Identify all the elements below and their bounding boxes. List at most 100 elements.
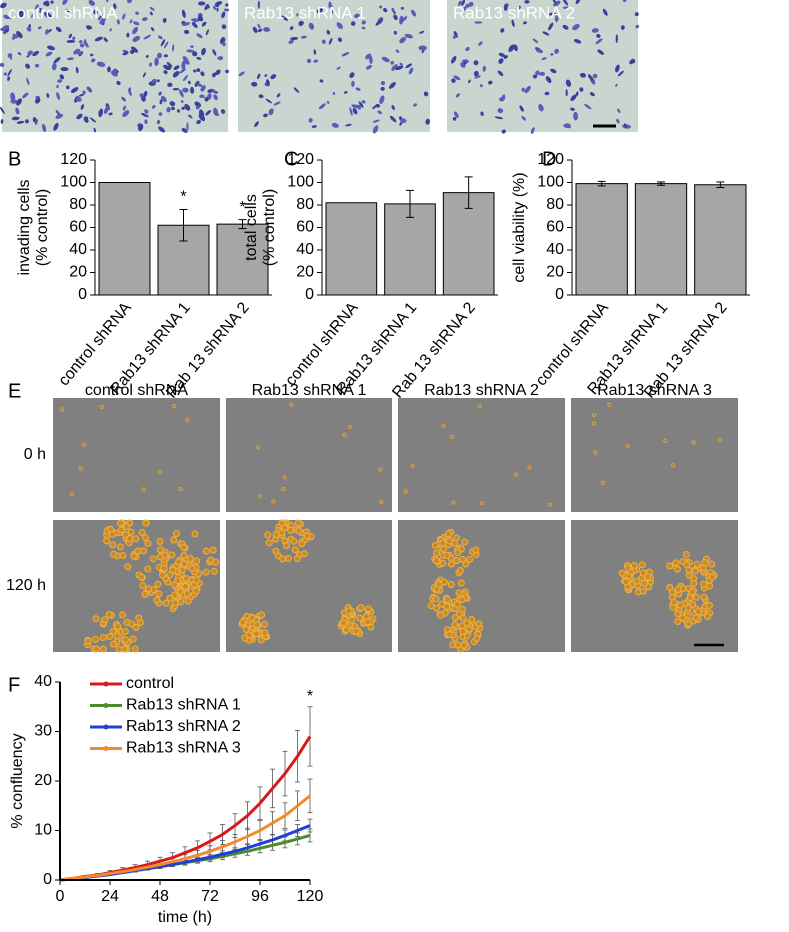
cell bbox=[550, 53, 554, 56]
cell bbox=[265, 98, 273, 104]
x-tick-label: 24 bbox=[101, 888, 119, 905]
bar bbox=[442, 192, 495, 296]
cell bbox=[183, 29, 190, 35]
y-tick-label: 120 bbox=[537, 151, 564, 168]
cell bbox=[468, 1, 474, 7]
cell bbox=[444, 530, 452, 538]
y-tick-label: 120 bbox=[60, 151, 87, 168]
cell bbox=[179, 89, 184, 98]
cell bbox=[676, 601, 684, 609]
cell bbox=[459, 627, 467, 635]
cell bbox=[135, 614, 143, 622]
cell bbox=[69, 491, 75, 497]
cell bbox=[86, 86, 93, 93]
cell bbox=[163, 70, 168, 75]
cell bbox=[355, 87, 361, 91]
cell bbox=[342, 626, 350, 634]
cell bbox=[463, 61, 467, 65]
cell bbox=[76, 96, 82, 102]
cell bbox=[347, 424, 352, 430]
cell bbox=[186, 49, 195, 53]
cell bbox=[62, 0, 68, 5]
cell bbox=[453, 600, 461, 608]
bar bbox=[98, 182, 151, 296]
cell bbox=[692, 614, 700, 622]
cell bbox=[93, 9, 98, 15]
cell bbox=[186, 555, 194, 563]
cell bbox=[283, 541, 291, 549]
y-tick-label: 0 bbox=[78, 286, 87, 303]
cell bbox=[7, 69, 12, 77]
cell bbox=[396, 66, 401, 70]
cell bbox=[258, 611, 266, 619]
cell bbox=[197, 1, 206, 6]
cell bbox=[154, 57, 159, 67]
cell bbox=[345, 607, 353, 615]
cell bbox=[196, 33, 203, 39]
cell bbox=[457, 579, 465, 587]
cell bbox=[454, 641, 462, 649]
cell bbox=[700, 593, 708, 601]
cell bbox=[253, 621, 261, 629]
y-tick-label: 40 bbox=[34, 673, 52, 690]
y-tick-label: 40 bbox=[546, 241, 564, 258]
micrograph-bg bbox=[571, 398, 738, 512]
cell bbox=[172, 403, 177, 409]
cell bbox=[272, 547, 280, 555]
cell bbox=[607, 402, 612, 408]
legend-item: Rab13 shRNA 3 bbox=[90, 740, 241, 757]
cell bbox=[375, 19, 383, 26]
cell bbox=[494, 116, 504, 120]
cell bbox=[135, 11, 139, 15]
cell bbox=[458, 0, 462, 6]
cell bbox=[693, 593, 701, 601]
cell bbox=[116, 519, 124, 527]
cell bbox=[197, 83, 203, 87]
error-bar bbox=[179, 209, 188, 242]
cell bbox=[487, 80, 493, 85]
cell bbox=[532, 38, 539, 44]
cell bbox=[223, 8, 230, 12]
cell bbox=[121, 627, 129, 635]
error-bar bbox=[716, 181, 725, 189]
cell bbox=[473, 60, 479, 66]
cell bbox=[535, 70, 540, 76]
cell bbox=[126, 535, 134, 543]
cell bbox=[474, 21, 483, 24]
cell bbox=[257, 494, 262, 499]
cell bbox=[139, 582, 147, 590]
cell bbox=[8, 16, 13, 20]
cell bbox=[511, 19, 515, 28]
cell bbox=[172, 530, 180, 538]
cell bbox=[554, 48, 559, 54]
cell bbox=[56, 92, 61, 101]
cell bbox=[378, 467, 383, 472]
cell bbox=[411, 9, 417, 17]
cell bbox=[545, 76, 552, 84]
cell bbox=[257, 0, 260, 9]
cell bbox=[145, 585, 153, 593]
cell bbox=[16, 120, 25, 124]
cell bbox=[393, 14, 398, 21]
cell bbox=[99, 634, 107, 642]
cell bbox=[34, 97, 41, 104]
cell bbox=[183, 590, 191, 598]
cell bbox=[521, 87, 525, 92]
cell bbox=[192, 587, 200, 595]
cell bbox=[318, 103, 326, 110]
y-tick-label: 40 bbox=[69, 241, 87, 258]
y-tick-label: 100 bbox=[537, 174, 564, 191]
error-bar bbox=[657, 181, 665, 186]
y-tick-label: 40 bbox=[296, 241, 314, 258]
y-tick-label: 60 bbox=[296, 219, 314, 236]
cell bbox=[122, 13, 126, 20]
cell bbox=[181, 9, 186, 18]
cell bbox=[85, 25, 93, 30]
cell bbox=[132, 624, 140, 632]
cell bbox=[75, 66, 79, 74]
cell bbox=[326, 100, 330, 104]
cell bbox=[562, 0, 569, 6]
cell bbox=[132, 35, 141, 42]
cell bbox=[76, 113, 83, 120]
cell bbox=[625, 444, 630, 449]
